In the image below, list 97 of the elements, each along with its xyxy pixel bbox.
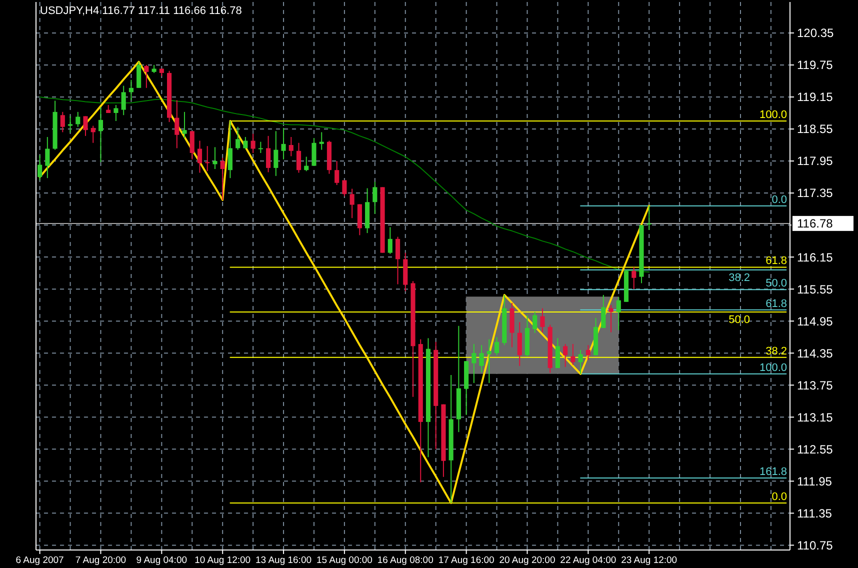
candlestick bbox=[296, 142, 302, 174]
annotation: 50.0 bbox=[766, 278, 787, 290]
y-tick-label: 113.75 bbox=[797, 378, 834, 392]
y-tick-label: 113.15 bbox=[797, 410, 834, 424]
candlestick bbox=[144, 64, 149, 88]
candlestick bbox=[334, 160, 340, 186]
x-tick-label: 7 Aug 20:00 bbox=[75, 555, 126, 566]
y-tick-label: 111.95 bbox=[797, 474, 832, 488]
x-tick-label: 9 Aug 04:00 bbox=[136, 555, 188, 566]
annotation: 161.8 bbox=[759, 466, 787, 478]
x-tick-label: 22 Aug 04:00 bbox=[560, 555, 616, 566]
candlestick bbox=[601, 294, 606, 329]
x-tick-label: 10 Aug 12:00 bbox=[194, 555, 251, 566]
candlestick bbox=[312, 138, 316, 166]
candlestick bbox=[350, 188, 354, 219]
candlestick bbox=[342, 180, 347, 197]
candlestick bbox=[608, 304, 614, 333]
ref-line-label: 116.78 bbox=[797, 216, 834, 231]
candlestick bbox=[288, 136, 294, 157]
candlestick bbox=[45, 136, 50, 179]
annotation: 38.2 bbox=[728, 272, 750, 284]
candlestick bbox=[114, 104, 118, 122]
candlestick bbox=[250, 133, 256, 154]
candlestick bbox=[236, 126, 240, 150]
candlestick bbox=[38, 154, 42, 181]
candlestick bbox=[220, 157, 225, 200]
x-tick-label: 20 Aug 20:00 bbox=[499, 555, 556, 566]
y-tick-label: 112.55 bbox=[797, 442, 834, 456]
chart-title: USDJPY,H4 116.77 117.11 116.66 116.78 bbox=[40, 5, 242, 17]
y-tick-label: 111.35 bbox=[797, 506, 832, 520]
candlestick bbox=[136, 61, 142, 88]
annotation: 0.0 bbox=[772, 194, 787, 206]
x-tick-label: 23 Aug 12:00 bbox=[621, 555, 678, 566]
annotation: 50.0 bbox=[728, 314, 750, 326]
annotation: 100.0 bbox=[759, 108, 787, 121]
candlestick bbox=[532, 312, 538, 334]
y-tick-label: 120.35 bbox=[797, 26, 834, 40]
candlestick bbox=[174, 100, 180, 149]
candlestick bbox=[90, 125, 96, 144]
y-tick-label: 115.55 bbox=[797, 282, 834, 296]
candlestick bbox=[586, 344, 590, 361]
candlestick bbox=[258, 141, 263, 154]
y-tick-label: 119.15 bbox=[797, 90, 834, 104]
candlestick bbox=[121, 85, 126, 116]
candlestick bbox=[486, 338, 492, 384]
x-tick-label: 15 Aug 00:00 bbox=[316, 555, 372, 566]
candlestick bbox=[243, 136, 248, 150]
x-tick-label: 6 Aug 2007 bbox=[16, 555, 64, 566]
candlestick bbox=[395, 236, 400, 285]
annotation: 61.8 bbox=[766, 298, 787, 310]
candlestick bbox=[632, 266, 636, 290]
y-tick-label: 116.15 bbox=[797, 250, 834, 264]
y-tick-label: 117.95 bbox=[797, 154, 834, 168]
candlestick bbox=[388, 226, 392, 254]
annotation: 38.2 bbox=[766, 345, 787, 358]
y-tick-label: 119.75 bbox=[797, 58, 834, 72]
candlestick bbox=[228, 120, 232, 179]
y-tick-label: 110.75 bbox=[797, 538, 834, 552]
candlestick bbox=[479, 344, 484, 373]
candlestick bbox=[190, 130, 194, 160]
candlestick bbox=[555, 338, 560, 369]
candlestick bbox=[319, 132, 324, 150]
candlestick bbox=[182, 111, 187, 139]
candlestick bbox=[281, 127, 286, 160]
x-tick-label: 13 Aug 16:00 bbox=[256, 555, 312, 566]
candlestick bbox=[472, 344, 476, 384]
y-tick-label: 114.95 bbox=[797, 314, 834, 328]
candlestick bbox=[76, 111, 80, 128]
annotation: 0.0 bbox=[772, 491, 787, 504]
candlestick bbox=[68, 116, 73, 134]
line-series bbox=[38, 60, 650, 504]
x-tick-label: 17 Aug 16:00 bbox=[438, 555, 494, 566]
candlestick bbox=[60, 111, 65, 133]
candlestick bbox=[304, 156, 309, 172]
candlestick bbox=[212, 146, 218, 170]
candlestick bbox=[517, 322, 522, 366]
annotation: 61.8 bbox=[766, 255, 787, 268]
candlestick bbox=[540, 308, 545, 333]
candlestick bbox=[205, 146, 210, 172]
annotation: 100.0 bbox=[759, 362, 787, 374]
candlestick bbox=[616, 296, 621, 331]
candlestick bbox=[646, 205, 652, 230]
y-tick-label: 118.55 bbox=[797, 122, 834, 136]
candlestick bbox=[578, 349, 583, 374]
candlestick bbox=[494, 336, 500, 356]
candlestick bbox=[197, 140, 202, 174]
candlestick bbox=[274, 130, 278, 176]
candlestick bbox=[563, 344, 568, 368]
y-tick-label: 117.35 bbox=[797, 186, 834, 200]
candlestick bbox=[128, 79, 134, 101]
x-tick-label: 16 Aug 08:00 bbox=[377, 555, 434, 566]
candlestick bbox=[570, 344, 576, 366]
candlestick bbox=[372, 181, 378, 214]
y-tick-label: 114.35 bbox=[797, 346, 834, 360]
candlestick bbox=[98, 106, 104, 163]
candlestick bbox=[83, 116, 88, 136]
candlestick bbox=[266, 135, 271, 173]
